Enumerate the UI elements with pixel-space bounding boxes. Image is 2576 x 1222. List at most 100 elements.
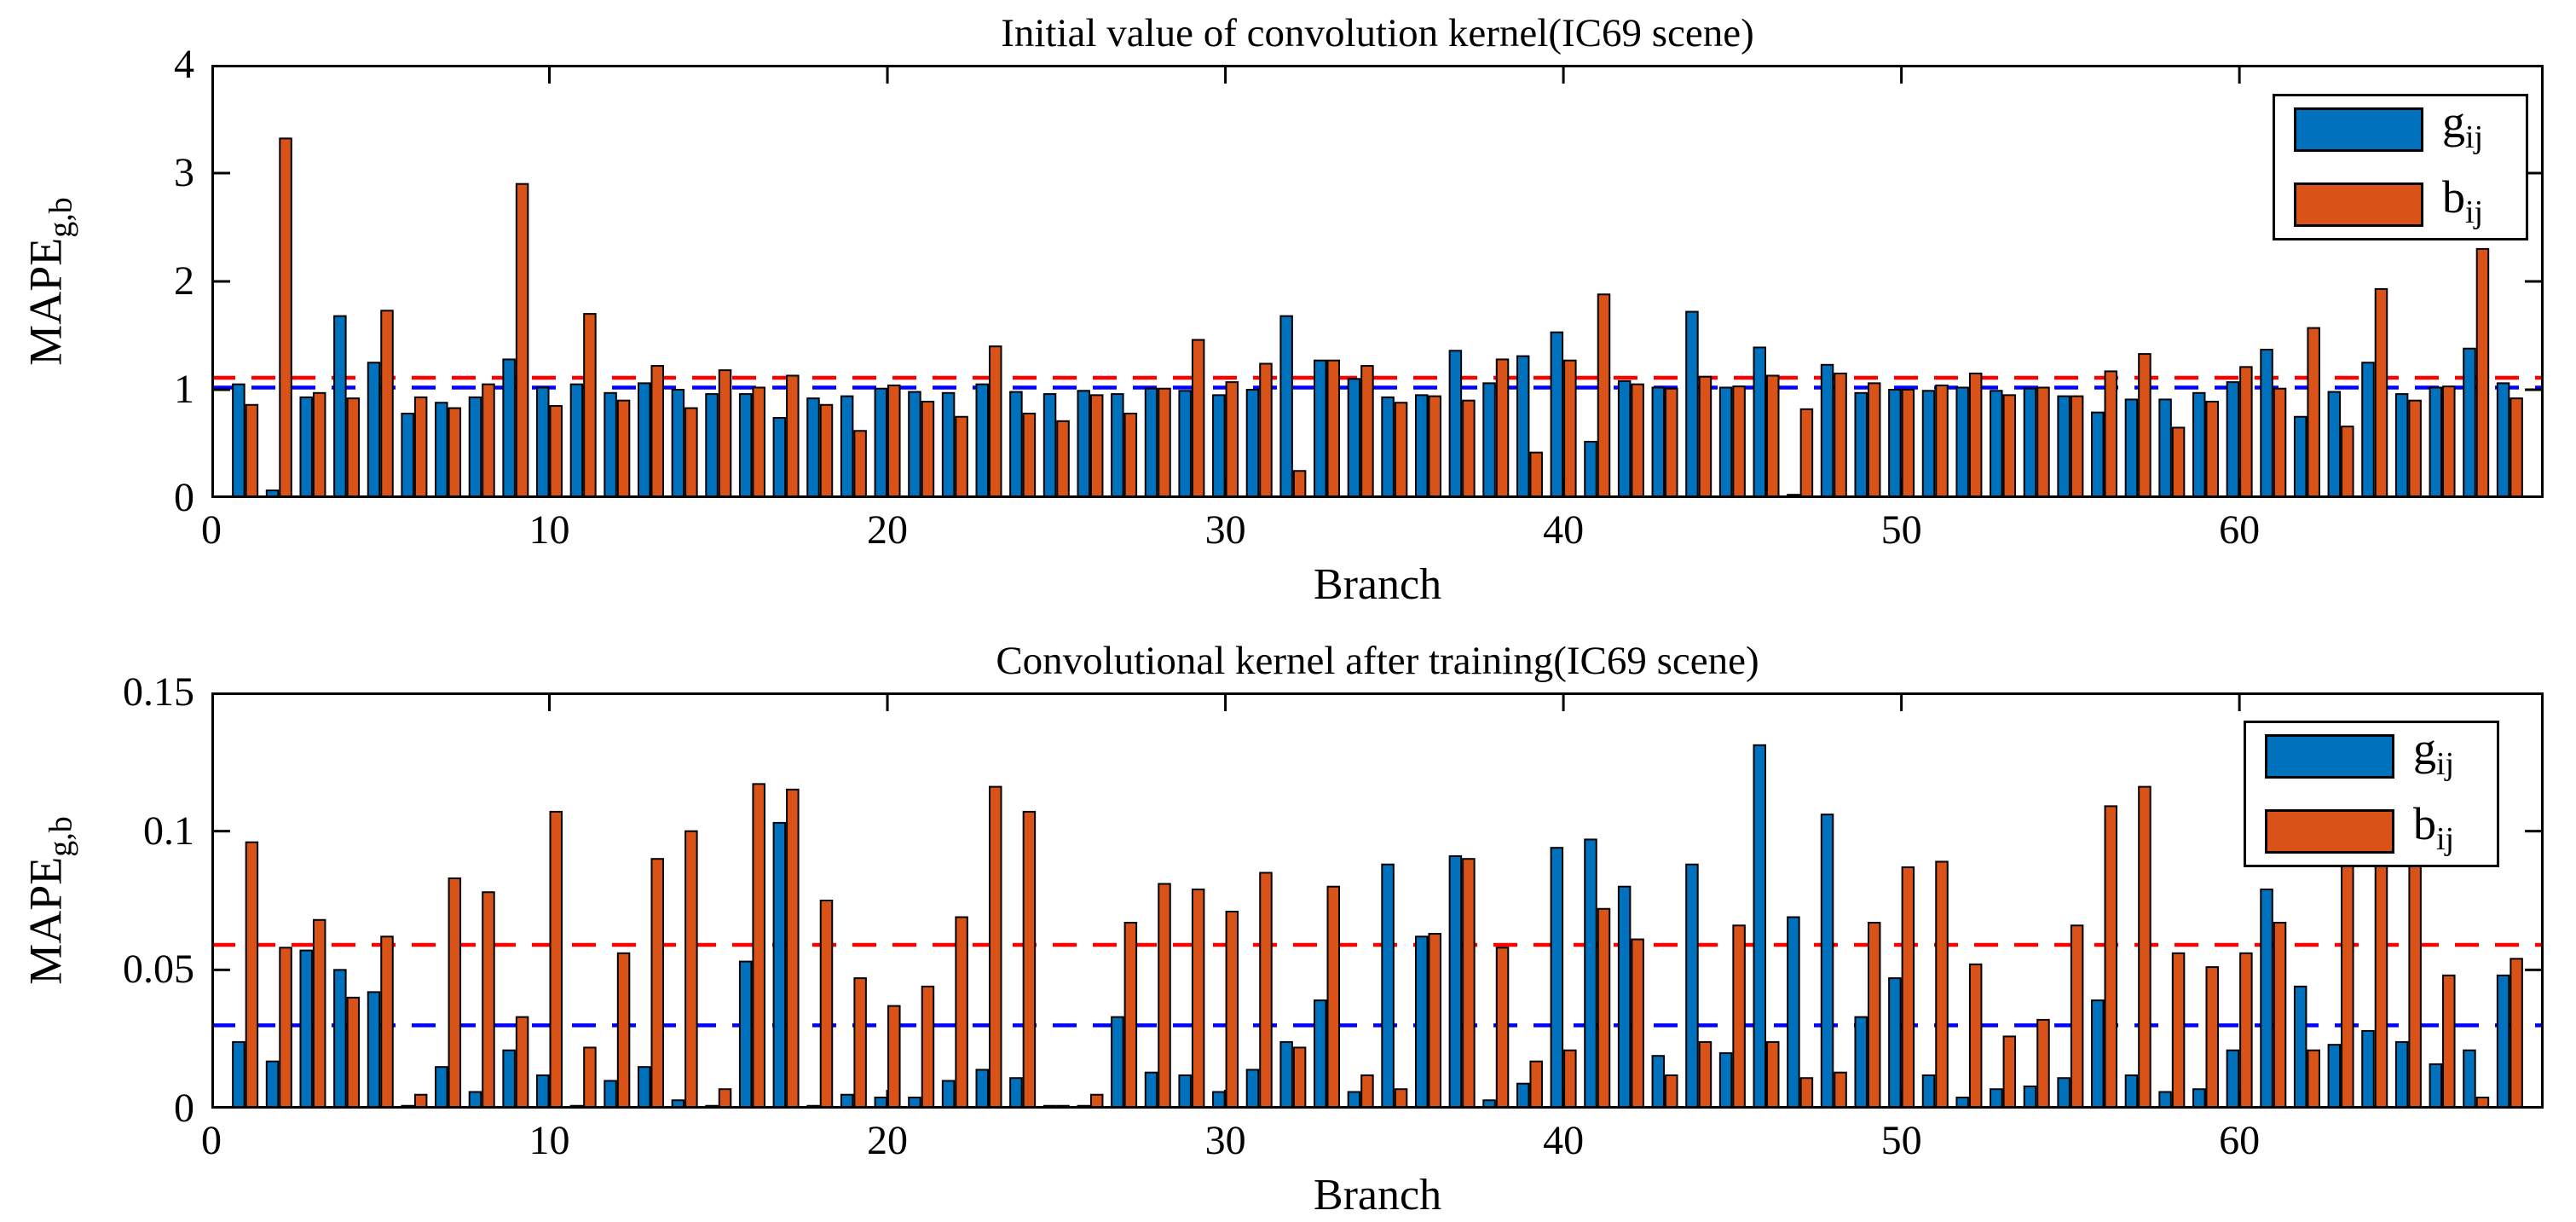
bar [1495,358,1510,499]
bar [245,841,259,1109]
bar [975,1069,989,1110]
legend-label-gij-main: g [2413,723,2436,775]
bar [1245,389,1260,499]
bar [1292,470,1307,499]
bar [1550,331,1564,499]
bar [2158,398,2172,499]
bar [786,788,800,1109]
bar [637,382,651,499]
y-tick-label: 3 [174,150,194,195]
bar [569,383,584,499]
bar [921,985,935,1109]
bar [1718,1051,1733,1109]
bar [1597,293,1611,499]
legend-label-gij-sub: ij [2436,746,2455,782]
bar [2394,393,2409,499]
x-axis-label: Branch [1313,560,1442,609]
bar [1292,1046,1307,1109]
bar [515,182,529,499]
bar [1854,1016,1868,1110]
bar [346,397,361,499]
legend-label-bij: bij [2413,801,2454,862]
x-tick-label: 10 [528,507,570,553]
bar [1259,872,1273,1109]
x-tick-label: 40 [1543,1118,1585,1163]
bar [604,391,617,499]
bar [1516,355,1530,499]
x-tick-label: 60 [2219,507,2261,553]
legend-label-bij: bij [2442,174,2483,235]
bar [1077,390,1090,499]
bar [536,1074,550,1109]
bar [2408,399,2422,500]
bar [583,313,597,499]
bar [1820,814,1834,1109]
x-tick-label: 30 [1204,1118,1246,1163]
bar [1158,387,1171,500]
bar [1901,389,1915,499]
bar [1326,359,1341,499]
bar [853,977,867,1109]
bar [232,383,245,499]
legend-label-gij: gij [2413,726,2454,787]
bar [435,1066,448,1110]
bar [1584,440,1597,499]
bar [1360,365,1374,499]
bar [1799,1077,1814,1110]
bar [299,396,313,500]
y-tick-label: 1 [174,367,194,412]
bar [502,1049,516,1109]
bar [468,396,482,500]
legend-item-bij: bij [2294,174,2507,235]
bar [1935,384,1949,500]
legend-item-gij: gij [2294,99,2507,160]
bar [604,1080,617,1110]
bar [1043,393,1057,499]
bar [1191,888,1205,1109]
bar [2091,999,2105,1109]
bar [637,1066,651,1110]
y-tick-label: 2 [174,258,194,304]
legend-item-bij: bij [2265,801,2478,862]
bar [1381,396,1395,500]
bar [1225,381,1239,499]
bar [705,393,719,499]
bar [1314,359,1327,499]
bar [380,310,394,500]
bar [2361,1029,2375,1110]
bar [2171,426,2186,500]
bar [955,916,968,1109]
bar [1799,408,1814,499]
bar [1901,866,1915,1110]
bar [1144,1071,1158,1109]
bar [1651,1055,1666,1110]
x-tick-label: 10 [528,1118,570,1163]
bar [232,1040,245,1110]
bar [2057,1077,2071,1110]
bar [2138,785,2151,1109]
plot-svg [210,692,2544,1110]
bar [718,1088,732,1109]
bar [2307,1049,2320,1109]
bar [2442,385,2456,499]
bar [1955,386,1969,499]
bar [1158,883,1171,1109]
bar [333,969,347,1110]
bar [1867,382,1881,499]
bar [887,1005,901,1110]
bar [1766,1040,1780,1110]
bar [333,315,347,500]
bar [1123,412,1138,499]
bar [1968,372,1983,500]
bar [1178,1074,1192,1109]
bar [1123,922,1138,1109]
bar [1428,395,1441,499]
bar [2307,327,2320,499]
bar [1753,346,1766,499]
bar [840,395,854,499]
bar [2510,397,2523,499]
bar [2394,1040,2409,1110]
bar [2293,985,2307,1109]
bar [245,403,259,499]
plot-border [211,692,2544,1109]
